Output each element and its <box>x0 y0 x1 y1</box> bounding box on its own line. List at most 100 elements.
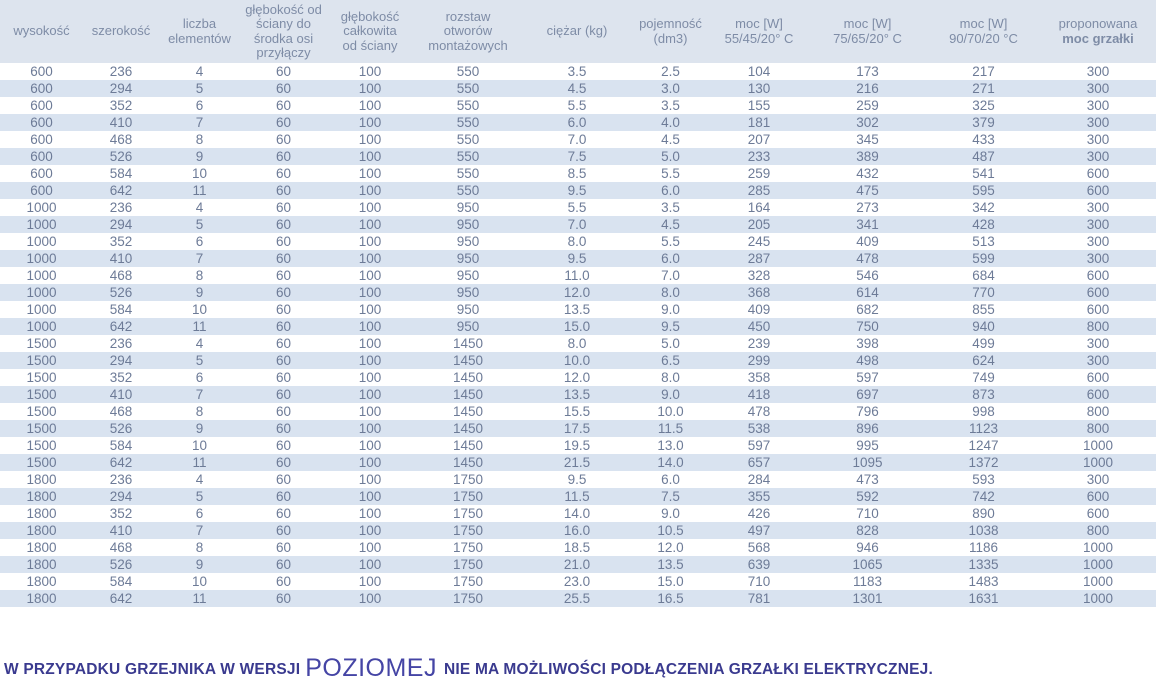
cell: 100 <box>358 506 382 521</box>
cell: 287 <box>747 251 771 266</box>
cell: 5.5 <box>567 200 587 215</box>
cell: 4.0 <box>661 115 680 130</box>
spec-tbody: 600 236 4 60 100 550 3.5 2.5 104 173 217 300 600 294 5… <box>0 63 1156 607</box>
cell: 60 <box>275 302 292 317</box>
cell: 104 <box>747 64 771 79</box>
cell: 273 <box>856 200 879 215</box>
cell: 294 <box>109 217 133 232</box>
cell: 100 <box>358 574 382 589</box>
table-row: 1500 294 5 60 100 1450 10.0 6.5 299 498 624 300 <box>0 352 1156 369</box>
cell: 8.0 <box>567 234 587 249</box>
cell: 1450 <box>452 421 484 436</box>
cell: 100 <box>358 251 382 266</box>
cell: 1000 <box>26 217 57 232</box>
cell: 100 <box>358 421 382 436</box>
cell: 100 <box>358 387 382 402</box>
cell: 60 <box>275 540 292 555</box>
cell: 410 <box>109 251 133 266</box>
cell: 1750 <box>452 506 484 521</box>
cell: 1000 <box>26 234 57 249</box>
cell: 3.5 <box>661 200 680 215</box>
cell: 100 <box>358 115 382 130</box>
cell: 1800 <box>26 506 57 521</box>
cell: 9.0 <box>661 387 680 402</box>
cell: 300 <box>1086 234 1110 249</box>
cell: 9.5 <box>661 319 680 334</box>
table-row: 1500 642 11 60 100 1450 21.5 14.0 657 1095 1372 100… <box>0 454 1156 471</box>
cell: 410 <box>109 115 133 130</box>
cell: 100 <box>358 183 382 198</box>
column-header-10: moc [W] 75/65/20° C <box>808 0 927 63</box>
cell: 890 <box>972 506 995 521</box>
cell: 60 <box>275 183 292 198</box>
cell: 600 <box>1086 489 1110 504</box>
cell: 478 <box>747 404 771 419</box>
cell: 584 <box>109 302 133 317</box>
cell: 12.0 <box>563 370 591 385</box>
cell: 60 <box>275 489 292 504</box>
cell: 614 <box>856 285 879 300</box>
cell: 10 <box>191 574 208 589</box>
cell: 342 <box>972 200 995 215</box>
cell: 60 <box>275 591 292 606</box>
cell: 100 <box>358 285 382 300</box>
cell: 60 <box>275 319 292 334</box>
cell: 950 <box>456 251 480 266</box>
cell: 16.0 <box>563 523 591 538</box>
column-header-4: głębokość od ściany do środka osi przyłączy <box>240 0 327 63</box>
cell: 599 <box>972 251 995 266</box>
cell: 11.5 <box>657 421 684 436</box>
cell: 11 <box>192 319 207 334</box>
cell: 1750 <box>452 591 484 606</box>
cell: 13.5 <box>563 302 591 317</box>
cell: 1500 <box>26 336 57 351</box>
cell: 8.0 <box>661 285 680 300</box>
cell: 597 <box>856 370 879 385</box>
cell: 9.5 <box>567 251 587 266</box>
cell: 284 <box>747 472 771 487</box>
cell: 600 <box>30 166 53 181</box>
column-header-11: moc [W] 90/70/20 °C <box>927 0 1040 63</box>
column-header-8: pojemność (dm3) <box>631 0 710 63</box>
cell: 487 <box>972 149 995 164</box>
cell: 600 <box>1086 183 1110 198</box>
cell: 428 <box>972 217 995 232</box>
cell: 410 <box>109 387 133 402</box>
cell: 600 <box>1086 285 1110 300</box>
cell: 946 <box>856 540 879 555</box>
cell: 409 <box>747 302 771 317</box>
cell: 642 <box>109 183 133 198</box>
cell: 600 <box>30 115 53 130</box>
cell: 950 <box>456 319 480 334</box>
column-header-7: ciężar (kg) <box>523 0 631 63</box>
cell: 7.5 <box>567 149 587 164</box>
table-row: 600 236 4 60 100 550 3.5 2.5 104 173 217 300 <box>0 63 1156 80</box>
cell: 5 <box>195 489 204 504</box>
cell: 8 <box>195 404 204 419</box>
table-row: 600 526 9 60 100 550 7.5 5.0 233 389 487 300 <box>0 148 1156 165</box>
cell: 600 <box>1086 387 1110 402</box>
cell: 1038 <box>968 523 999 538</box>
cell: 6.0 <box>661 472 680 487</box>
cell: 1800 <box>26 472 57 487</box>
cell: 216 <box>856 81 879 96</box>
cell: 1631 <box>968 591 999 606</box>
table-row: 600 584 10 60 100 550 8.5 5.5 259 432 541 600 <box>0 165 1156 182</box>
cell: 6.5 <box>661 353 680 368</box>
cell: 100 <box>358 353 382 368</box>
cell: 352 <box>109 234 133 249</box>
cell: 950 <box>456 217 480 232</box>
cell: 352 <box>109 506 133 521</box>
column-header-1: wysokość <box>0 0 83 63</box>
cell: 398 <box>856 336 879 351</box>
column-header-9: moc [W] 55/45/20° C <box>710 0 808 63</box>
cell: 684 <box>972 268 995 283</box>
cell: 742 <box>972 489 995 504</box>
cell: 8 <box>195 132 204 147</box>
cell: 60 <box>275 404 292 419</box>
cell: 7 <box>195 523 204 538</box>
cell: 513 <box>972 234 995 249</box>
cell: 10 <box>191 302 208 317</box>
column-header-5: głębokość całkowita od ściany <box>327 0 413 63</box>
cell: 8.0 <box>661 370 680 385</box>
